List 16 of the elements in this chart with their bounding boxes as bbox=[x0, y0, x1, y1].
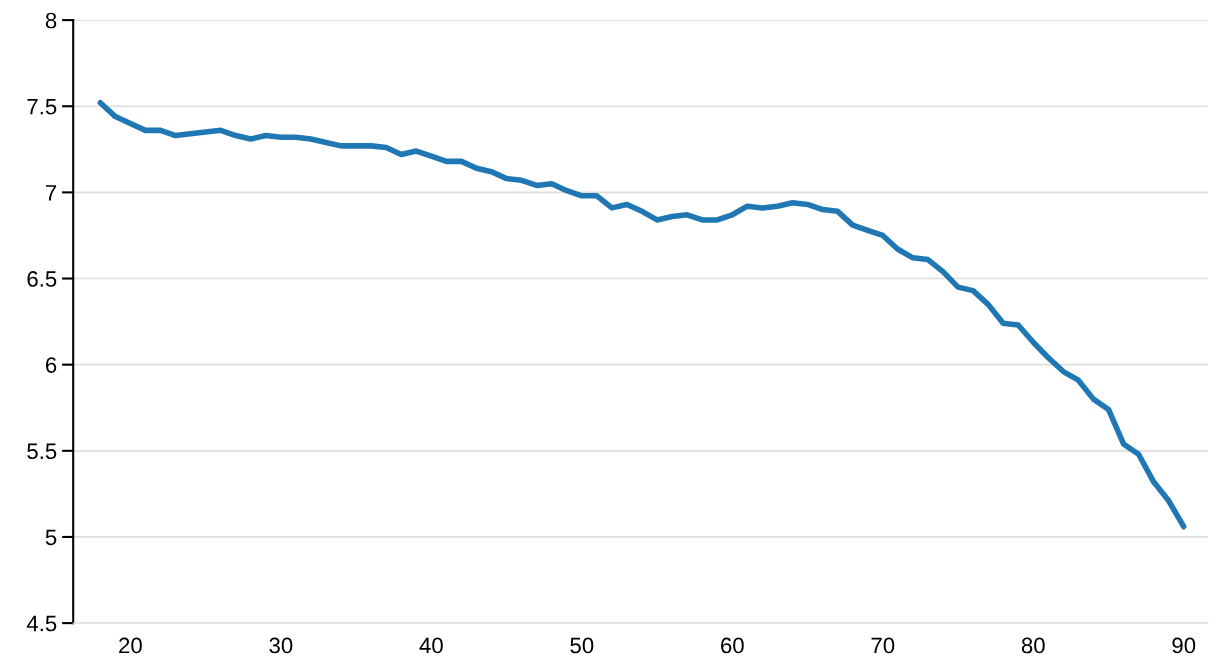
x-tick-label: 90 bbox=[1172, 637, 1196, 654]
x-tick-label: 50 bbox=[570, 637, 594, 654]
x-tick-label: 80 bbox=[1021, 637, 1045, 654]
y-tick-label: 5 bbox=[45, 529, 57, 546]
x-tick-label: 70 bbox=[871, 637, 895, 654]
x-tick-label: 30 bbox=[269, 637, 293, 654]
y-tick-label: 7.5 bbox=[27, 99, 57, 115]
y-tick-label: 4.5 bbox=[26, 615, 57, 632]
x-tick-label: 60 bbox=[721, 637, 744, 654]
x-tick-label: 20 bbox=[119, 637, 142, 654]
y-tick-label: 8 bbox=[45, 12, 57, 29]
y-tick-label: 7 bbox=[46, 185, 57, 201]
y-tick-label: 5.5 bbox=[27, 443, 57, 460]
y-tick-label: 6.5 bbox=[27, 271, 57, 287]
y-tick-label: 6 bbox=[46, 357, 57, 373]
x-tick-label: 40 bbox=[419, 637, 443, 654]
